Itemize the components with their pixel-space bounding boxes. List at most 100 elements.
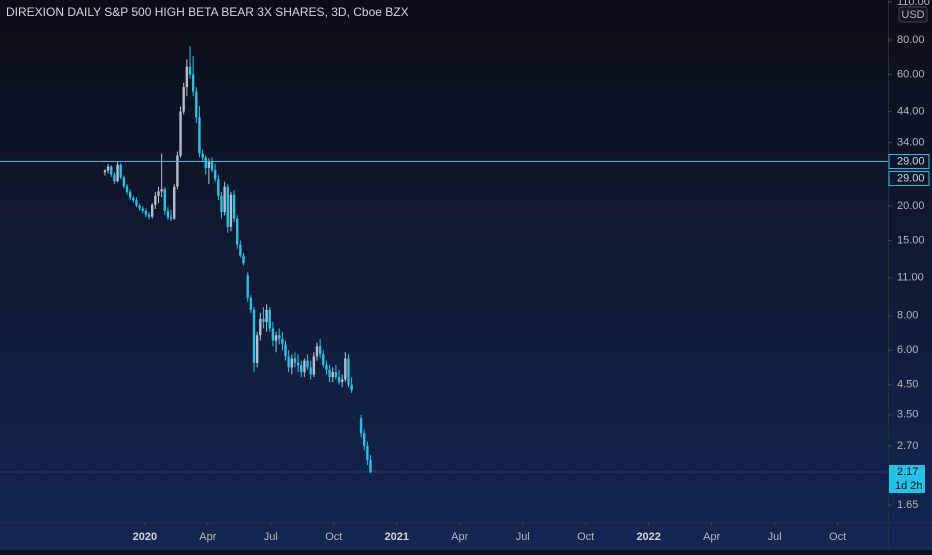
x-tick-label: Jul: [768, 531, 782, 543]
candle-body: [144, 210, 148, 215]
candle-body: [347, 358, 350, 385]
chart-title: DIREXION DAILY S&P 500 HIGH BETA BEAR 3X…: [6, 5, 409, 19]
candle-body: [188, 66, 192, 75]
candle-body: [265, 309, 268, 322]
currency-box: [898, 6, 928, 23]
candle-body: [278, 335, 281, 339]
y-tick-label: 60.00: [897, 68, 925, 80]
candle-body: [182, 87, 185, 112]
y-tick-label: 2.70: [897, 440, 918, 452]
x-tick-label: 2022: [636, 531, 660, 543]
candle-body: [271, 328, 275, 341]
y-tick-label: 1.65: [897, 499, 918, 511]
candle-body: [163, 189, 166, 211]
x-tick-label: Apr: [451, 531, 468, 543]
candle-body: [198, 117, 201, 154]
x-tick-label: Jul: [516, 531, 530, 543]
candle-body: [132, 197, 135, 201]
countdown-label: 1d 2h: [895, 480, 923, 492]
x-tick-label: Apr: [703, 531, 720, 543]
candle-body: [122, 177, 126, 187]
candle-body: [119, 164, 122, 178]
candle-body: [259, 318, 262, 336]
candle-body: [103, 170, 107, 173]
hline-label: 29.00: [897, 172, 925, 184]
candle-body: [340, 379, 344, 383]
candle-body: [154, 195, 157, 205]
x-tick-label: Oct: [829, 531, 846, 543]
candle-body: [268, 309, 271, 329]
candle-body: [204, 157, 207, 168]
candle-body: [191, 74, 195, 92]
candle-body: [138, 205, 141, 209]
candle-body: [306, 360, 309, 368]
candle-body: [363, 433, 366, 446]
x-tick-label: Oct: [325, 531, 342, 543]
candle-body: [239, 244, 242, 256]
candle-body: [331, 372, 334, 377]
candle-body: [325, 365, 328, 370]
candle-body: [141, 208, 144, 211]
candle-body: [369, 459, 372, 473]
candle-body: [312, 356, 316, 375]
y-tick-label: 110.00: [897, 0, 930, 8]
candle-body: [309, 367, 312, 375]
candle-body: [293, 358, 297, 363]
candle-body: [300, 365, 303, 373]
candle-body: [337, 376, 341, 383]
candle-body: [359, 418, 363, 434]
y-tick-label: 6.00: [897, 344, 918, 356]
y-tick-label: 3.50: [897, 409, 918, 421]
x-tick-label: Oct: [577, 531, 594, 543]
candle-body: [322, 354, 325, 366]
candle-body: [157, 191, 160, 196]
x-tick-label: 2021: [385, 531, 409, 543]
candle-body: [223, 186, 226, 213]
x-tick-label: Apr: [199, 531, 216, 543]
candle-body: [229, 194, 233, 227]
candle-body: [110, 166, 113, 175]
last-price-label: 2.17: [897, 466, 918, 478]
candle-body: [281, 338, 284, 345]
candle-body: [328, 369, 331, 377]
candle-body: [303, 360, 306, 373]
candle-body: [232, 194, 236, 219]
candle-body: [160, 189, 163, 192]
candle-body: [185, 66, 189, 88]
hline-label: 29.00: [897, 155, 925, 167]
y-tick-label: 8.00: [897, 310, 918, 322]
candle-body: [350, 384, 353, 391]
y-tick-label: 80.00: [897, 34, 925, 46]
candle-body: [173, 186, 176, 219]
hline-label-box: [888, 171, 930, 187]
currency-label: USD: [901, 9, 924, 21]
last-price-box: [889, 465, 925, 494]
candle-body: [284, 344, 287, 357]
candle-body: [296, 362, 300, 366]
candle-body: [195, 91, 198, 118]
candle-body: [210, 161, 214, 171]
y-tick-label: 34.00: [897, 136, 925, 148]
candle-body: [147, 214, 151, 217]
candle-body: [113, 174, 116, 182]
candle-body: [315, 346, 319, 357]
candle-body: [366, 445, 369, 460]
candle-body: [176, 155, 179, 187]
candle-body: [236, 218, 239, 245]
candle-body: [246, 275, 249, 298]
y-tick-label: 15.00: [897, 234, 925, 246]
candle-body: [255, 335, 259, 363]
candle-body: [220, 195, 223, 213]
candle-body: [252, 309, 256, 363]
candle-body: [169, 217, 173, 219]
candle-body: [207, 161, 211, 168]
candle-body: [125, 186, 129, 192]
x-tick-label: 2020: [133, 531, 157, 543]
y-tick-label: 44.00: [897, 105, 925, 117]
candle-body: [242, 255, 245, 264]
y-tick-label: 11.00: [897, 272, 924, 284]
candle-body: [287, 356, 290, 368]
candle-body: [249, 297, 253, 310]
